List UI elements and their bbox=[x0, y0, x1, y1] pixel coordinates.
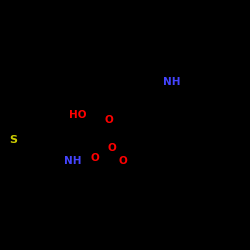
Text: O: O bbox=[119, 156, 128, 166]
Text: HO: HO bbox=[69, 110, 87, 120]
Text: NH: NH bbox=[64, 156, 82, 166]
Text: NH: NH bbox=[163, 77, 181, 87]
Text: S: S bbox=[9, 135, 17, 145]
Text: O: O bbox=[108, 143, 116, 153]
Text: O: O bbox=[90, 153, 100, 163]
Text: O: O bbox=[104, 115, 114, 125]
